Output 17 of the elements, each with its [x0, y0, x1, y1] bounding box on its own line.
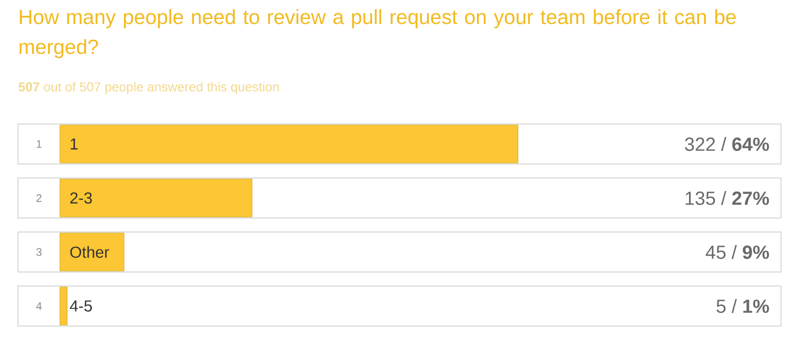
text: 3	[36, 248, 42, 256]
data-label: 322 / 64%	[684, 137, 769, 151]
data-label: 135 / 27%	[686, 191, 769, 205]
data-label: 45 / 9%	[706, 245, 769, 259]
chart-subtitle: 507 out of 507 people answered this question	[18, 82, 279, 94]
text: 1	[36, 140, 42, 148]
text: 4	[36, 302, 42, 310]
chart-title: How many people need to review a pull request on your team before it can be merged?	[20, 9, 736, 58]
text: 2	[36, 194, 42, 202]
bar	[60, 286, 68, 326]
y-tick-label: 2-3	[70, 192, 92, 204]
bar	[60, 232, 124, 272]
data-label: 5 / 1%	[716, 299, 769, 313]
bar	[60, 178, 252, 218]
y-tick-label: 4-5	[70, 300, 92, 312]
y-tick-label: Other	[70, 246, 110, 258]
y-tick-label: 1	[70, 138, 78, 150]
